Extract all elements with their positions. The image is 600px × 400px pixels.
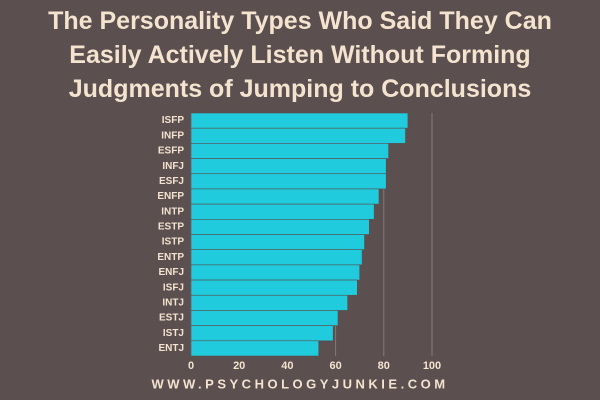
- y-tick-label: ISFJ: [163, 282, 184, 293]
- bar: [190, 249, 363, 266]
- y-tick-label: ISFP: [162, 115, 185, 126]
- x-tick-label: 40: [281, 360, 293, 372]
- bar: [190, 264, 360, 281]
- footer: WWW.PSYCHOLOGYJUNKIE.COM: [151, 376, 448, 391]
- bar: [190, 310, 339, 326]
- bar: [190, 279, 358, 296]
- bar: [190, 340, 320, 357]
- y-tick-label: INFP: [161, 130, 184, 141]
- bar: [190, 188, 380, 205]
- y-tick-label: INFJ: [162, 161, 184, 172]
- y-tick-label: ENTJ: [158, 343, 184, 354]
- bar: [190, 234, 365, 250]
- x-tick-label: 0: [188, 360, 194, 372]
- y-tick-label: ESTJ: [159, 313, 184, 324]
- bar: [190, 143, 389, 159]
- y-tick-label: ENTP: [157, 252, 184, 263]
- x-tick-label: 60: [329, 360, 341, 372]
- bar: [190, 173, 387, 190]
- chart-title: The Personality Types Who Said They Can …: [48, 7, 552, 103]
- x-tick-label: 20: [233, 360, 245, 372]
- y-tick-label: ESFJ: [159, 176, 184, 187]
- x-tick-label: 80: [378, 360, 390, 372]
- y-tick-label: ISTP: [162, 237, 185, 248]
- bar: [190, 158, 387, 175]
- bar: [190, 127, 406, 144]
- y-tick-label: ENFP: [157, 191, 184, 202]
- y-tick-label: INTJ: [162, 297, 184, 308]
- y-tick-label: ESTP: [158, 222, 184, 233]
- y-tick-label: ESFP: [158, 146, 184, 157]
- y-tick-label: ENFJ: [158, 267, 184, 278]
- bar: [190, 219, 370, 235]
- x-tick-label: 100: [423, 360, 441, 372]
- bar: [190, 325, 334, 342]
- bar: [190, 294, 348, 311]
- y-tick-label: ISTJ: [163, 328, 184, 339]
- y-tick-label: INTP: [161, 206, 184, 217]
- bar: [190, 112, 409, 129]
- bar: [190, 203, 375, 220]
